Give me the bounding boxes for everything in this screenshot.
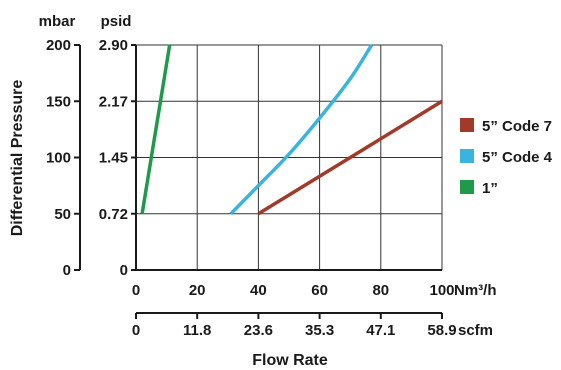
y-axis-mbar: mbar 0 50 100 150 200 xyxy=(39,13,81,279)
legend-label: 5” Code 4 xyxy=(482,149,553,166)
mbar-tick-label: 200 xyxy=(46,37,71,54)
psid-tick-label: 1.45 xyxy=(99,150,128,167)
x-tick-label: 80 xyxy=(372,282,389,299)
x-tick-label: 40 xyxy=(250,282,267,299)
mbar-tick-label: 0 xyxy=(63,262,71,279)
x-tick-label: 0 xyxy=(132,282,140,299)
psid-tick-label: 2.90 xyxy=(99,37,128,54)
legend-label: 5” Code 7 xyxy=(482,118,552,135)
legend-swatch xyxy=(460,149,474,163)
scfm-tick-label: 58.9 xyxy=(427,322,456,339)
y-unit-psid-label: psid xyxy=(101,13,132,30)
mbar-tick-label: 50 xyxy=(54,206,71,223)
scfm-tick-label: 0 xyxy=(132,322,140,339)
legend-label: 1” xyxy=(482,180,498,197)
mbar-tick-label: 150 xyxy=(46,93,71,110)
scfm-tick-label: 47.1 xyxy=(366,322,395,339)
psid-tick-label: 0.72 xyxy=(99,206,128,223)
legend-swatch xyxy=(460,118,474,132)
scfm-tick-label: 23.6 xyxy=(244,322,273,339)
series-line-0 xyxy=(257,99,443,216)
series-line-1 xyxy=(229,44,374,215)
mbar-tick-label: 100 xyxy=(46,150,71,167)
grid xyxy=(135,44,443,271)
psid-tick-label: 2.17 xyxy=(99,93,128,110)
x-tick-label: 60 xyxy=(311,282,328,299)
legend: 5” Code 7 5” Code 4 1” xyxy=(460,118,553,197)
series-line-2 xyxy=(140,44,172,215)
series-layer xyxy=(140,44,443,216)
y-axis-title: Differential Pressure xyxy=(9,80,26,237)
x-axis-title: Flow Rate xyxy=(252,352,328,369)
x-axis-nm3h: Nm³/h 0 20 40 60 80 100 xyxy=(132,282,497,299)
x-tick-label: 100 xyxy=(429,282,454,299)
y-unit-mbar-label: mbar xyxy=(39,13,76,30)
x-axis-scfm: scfm 0 11.8 23.6 35.3 47.1 58.9 xyxy=(132,312,493,339)
y-axis-psid: psid 0 0.72 1.45 2.17 2.90 xyxy=(99,13,136,279)
x-unit-nm3h-label: Nm³/h xyxy=(454,282,497,299)
x-tick-label: 20 xyxy=(189,282,206,299)
legend-swatch xyxy=(460,180,474,194)
scfm-tick-label: 35.3 xyxy=(305,322,334,339)
psid-tick-label: 0 xyxy=(120,262,128,279)
x-unit-scfm-label: scfm xyxy=(458,322,493,339)
scfm-tick-label: 11.8 xyxy=(183,322,211,339)
